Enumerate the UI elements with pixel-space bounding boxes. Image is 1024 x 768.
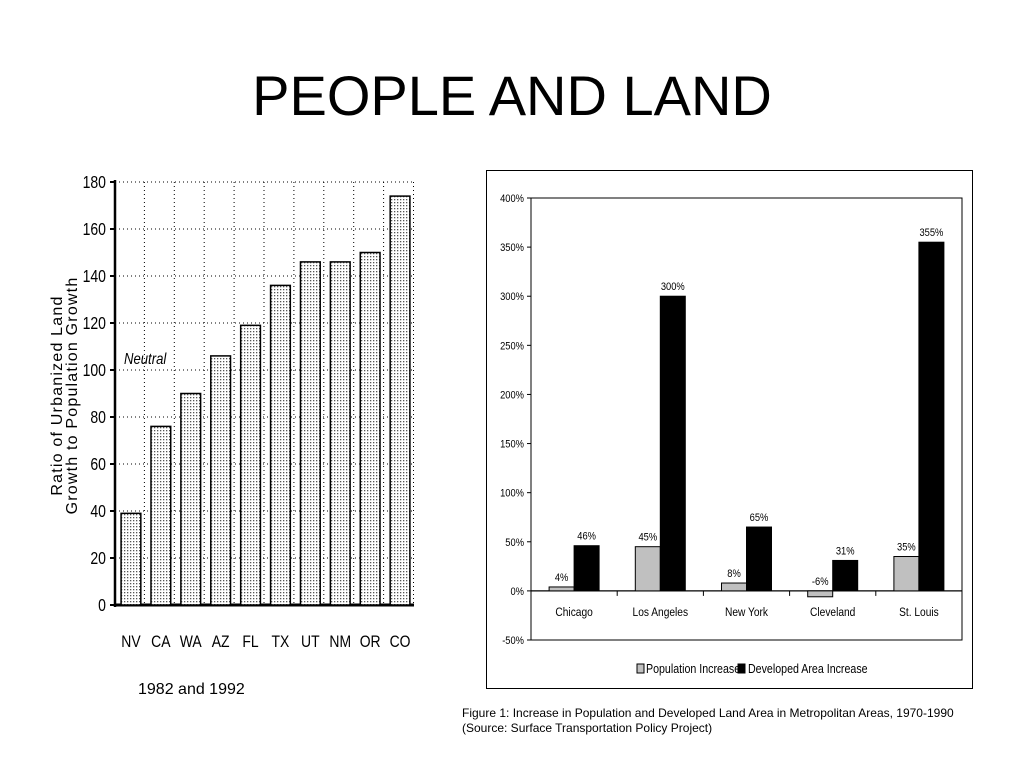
bar: [299, 261, 321, 606]
y-tick-label: 100%: [500, 488, 524, 500]
left-chart-caption: 1982 and 1992: [138, 681, 245, 698]
bar: [210, 355, 232, 606]
y-axis-label-line1: Ratio of Urbanized Land: [49, 295, 66, 495]
data-label-population-increase: 45%: [638, 532, 657, 544]
y-tick-label: 400%: [500, 193, 524, 205]
slide-title: PEOPLE AND LAND: [252, 64, 772, 127]
y-tick-label: 350%: [500, 242, 524, 254]
bar-population-increase: [721, 582, 747, 592]
bar-developed-area-increase: [573, 545, 600, 592]
figure-caption-line2: (Source: Surface Transportation Policy P…: [462, 721, 713, 735]
bar: [239, 324, 262, 606]
urbanized-land-ratio-chart: 0 20 40 60 80 100 120 140 160 180 NV CA WA AZ FL TX UT NM…: [49, 172, 414, 652]
y-tick-label: 20: [90, 548, 106, 568]
x-tick-label: OR: [360, 633, 381, 652]
y-tick-label: 250%: [500, 341, 524, 353]
bar: [180, 392, 202, 606]
figure-caption: Figure 1: Increase in Population and Dev…: [462, 706, 1022, 736]
data-label-developed-area-increase: 65%: [750, 512, 769, 524]
legend-label-population-increase: Population Increase: [646, 661, 740, 676]
bar: [359, 251, 381, 606]
chart-frame: [486, 170, 973, 689]
bar-developed-area-increase: [746, 526, 772, 592]
y-tick-label: 0: [98, 595, 106, 615]
x-tick-label: Cleveland: [810, 606, 855, 619]
x-tick-label: New York: [725, 606, 768, 619]
y-tick-label: 160: [83, 219, 106, 239]
x-tick-label: AZ: [212, 633, 230, 652]
y-tick-label: 150%: [500, 439, 524, 451]
bar-population-increase: [807, 590, 834, 598]
y-tick-label: 300%: [500, 292, 524, 304]
x-tick-label: NV: [121, 633, 141, 652]
bar-developed-area-increase: [832, 559, 859, 592]
bar: [389, 195, 411, 606]
x-tick-label: NM: [329, 633, 351, 652]
y-tick-label: 120: [83, 313, 106, 333]
y-tick-label: 60: [90, 454, 106, 474]
bar: [269, 284, 292, 606]
y-tick-label: 200%: [500, 390, 524, 402]
bar-developed-area-increase: [659, 295, 686, 592]
population-developed-area-chart: -50% 0% 50% 100% 150% 200% 250% 300% 350% 400% 4% 4…: [486, 170, 973, 689]
legend-swatch-population-increase: [636, 663, 645, 674]
data-label-developed-area-increase: 355%: [919, 228, 943, 240]
y-tick-label: 140: [83, 266, 106, 286]
x-tick-label: Los Angeles: [633, 606, 689, 619]
x-tick-label: UT: [301, 633, 320, 652]
x-tick-label: FL: [242, 633, 259, 652]
bar: [329, 261, 351, 606]
data-label-population-increase: 8%: [727, 568, 740, 580]
y-tick-label: 180: [83, 172, 106, 192]
legend-swatch-developed-area-increase: [737, 663, 746, 674]
y-tick-label: -50%: [502, 635, 524, 647]
bar: [120, 512, 142, 606]
x-tick-label: St. Louis: [899, 606, 939, 619]
data-label-developed-area-increase: 300%: [661, 282, 685, 294]
y-tick-label: 50%: [505, 537, 524, 549]
data-label-developed-area-increase: 46%: [577, 531, 596, 543]
data-label-population-increase: -6%: [812, 576, 829, 588]
x-tick-label: Chicago: [555, 606, 592, 619]
data-label-population-increase: 35%: [897, 542, 916, 554]
bar-population-increase: [548, 586, 575, 592]
y-tick-label: 40: [90, 501, 106, 521]
x-tick-label: CO: [390, 633, 411, 652]
data-label-population-increase: 4%: [555, 572, 568, 584]
figure-caption-line1: Figure 1: Increase in Population and Dev…: [462, 706, 954, 720]
y-tick-label: 80: [90, 407, 106, 427]
bar: [150, 425, 172, 606]
x-tick-label: WA: [180, 633, 202, 652]
bar-population-increase: [893, 556, 920, 592]
x-tick-label: CA: [151, 633, 171, 652]
y-tick-label: 100: [83, 360, 106, 380]
neutral-annotation: Neutral: [124, 351, 167, 368]
y-tick-label: 0%: [511, 586, 524, 598]
plot-area: [530, 197, 963, 641]
legend-label-developed-area-increase: Developed Area Increase: [748, 661, 868, 676]
y-axis-label-line2: Growth to Population Growth: [64, 277, 81, 515]
data-label-developed-area-increase: 31%: [836, 546, 855, 558]
bar-population-increase: [634, 546, 661, 592]
x-tick-label: TX: [272, 633, 290, 652]
bar-developed-area-increase: [918, 241, 945, 592]
